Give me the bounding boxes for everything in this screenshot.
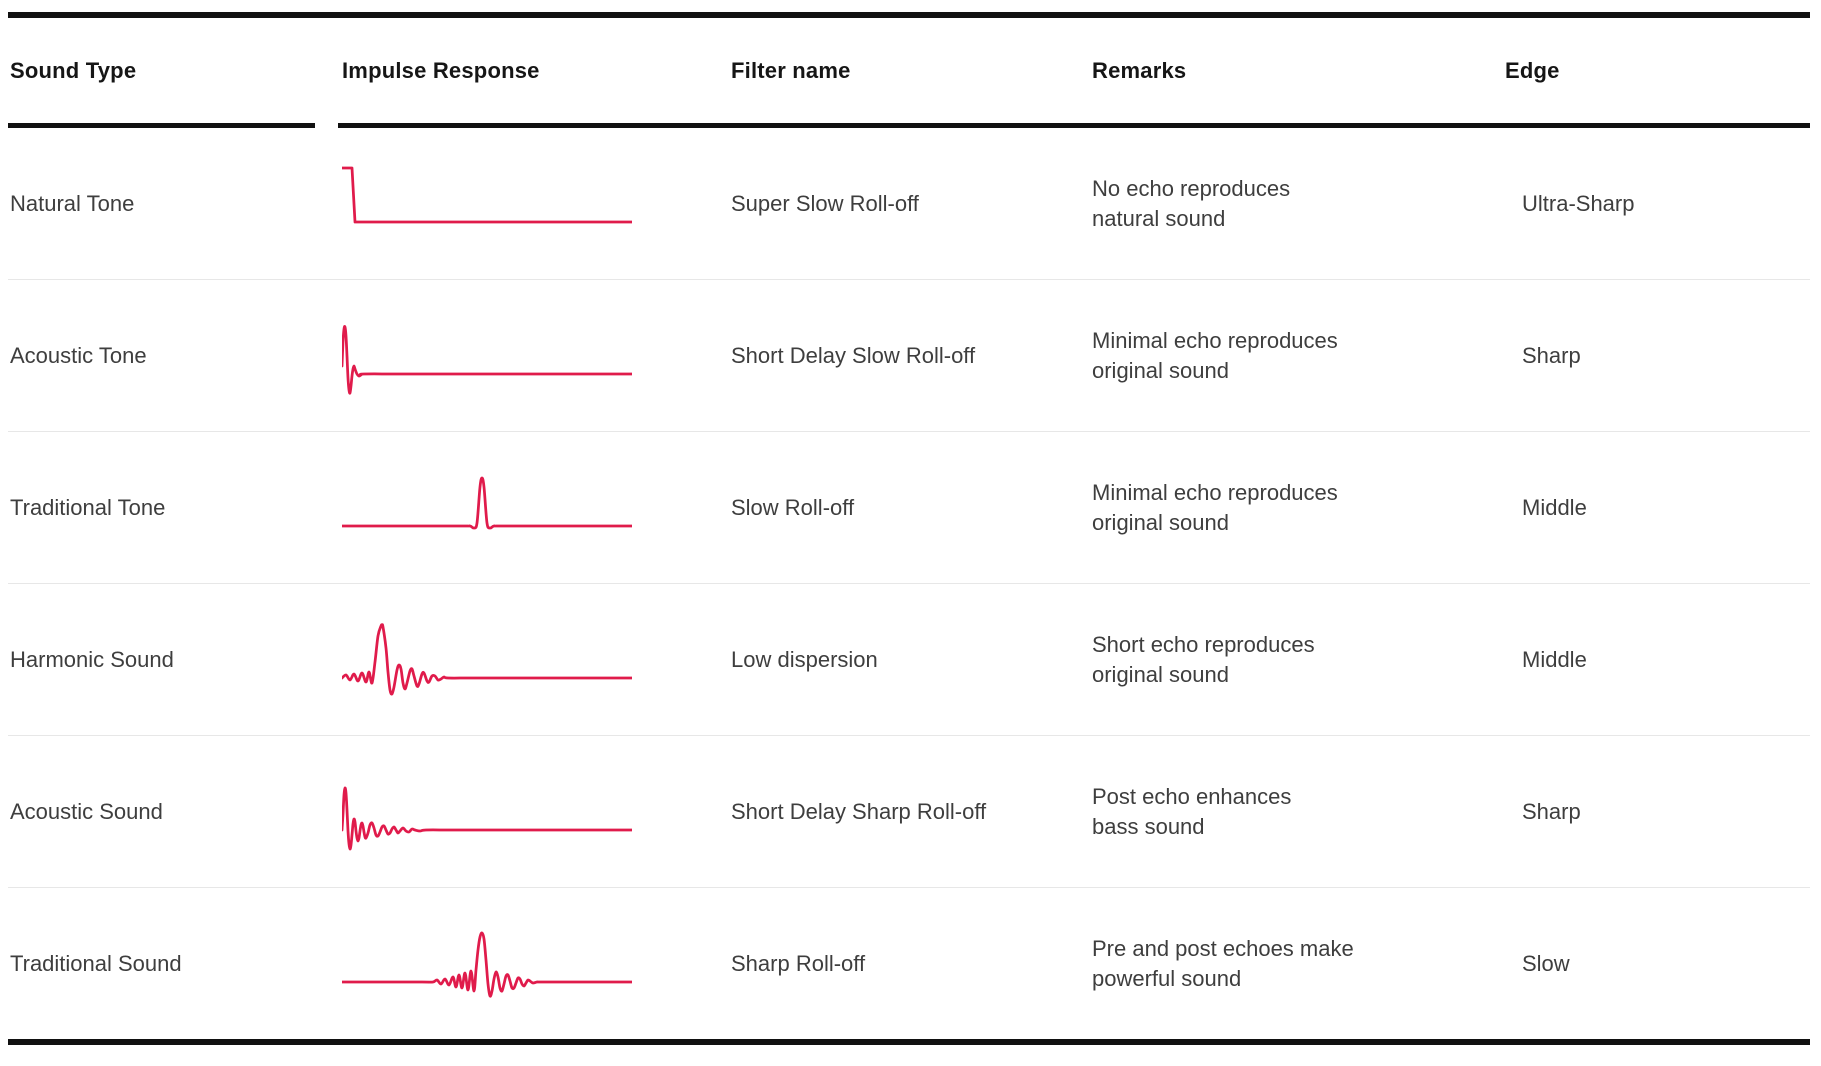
step-response-icon — [342, 166, 632, 224]
table-row: Acoustic Sound Short Delay Sharp Roll-of… — [8, 735, 1810, 887]
remarks-cell: Minimal echo reproduces original sound — [1092, 327, 1338, 383]
leading-spike-short-ring-icon — [342, 325, 632, 395]
symmetric-sinc-spike-icon — [342, 931, 632, 998]
sound-type-cell: Traditional Tone — [10, 494, 166, 520]
remarks-cell: Minimal echo reproduces original sound — [1092, 479, 1338, 535]
spike-post-ringing-icon — [342, 623, 632, 696]
table-row: Natural Tone Super Slow Roll-off No echo… — [8, 128, 1810, 279]
filter-name-cell: Short Delay Sharp Roll-off — [731, 798, 987, 824]
table-body: Natural Tone Super Slow Roll-off No echo… — [8, 128, 1810, 1039]
filter-name-cell: Super Slow Roll-off — [731, 190, 919, 216]
impulse-response-cell — [342, 128, 731, 279]
sound-type-cell: Acoustic Tone — [10, 342, 147, 368]
sound-type-cell: Acoustic Sound — [10, 798, 163, 824]
impulse-response-cell — [342, 280, 731, 431]
edge-cell: Ultra-Sharp — [1522, 190, 1635, 216]
filter-name-cell: Sharp Roll-off — [731, 950, 866, 976]
impulse-response-cell — [342, 736, 731, 887]
remarks-cell: Pre and post echoes make powerful sound — [1092, 935, 1354, 991]
sound-type-cell: Natural Tone — [10, 190, 135, 216]
column-header-impulse-response: Impulse Response — [342, 57, 540, 83]
table-row: Harmonic Sound Low dispersion Short echo… — [8, 583, 1810, 735]
filter-name-cell: Low dispersion — [731, 646, 878, 672]
edge-cell: Middle — [1522, 646, 1587, 672]
table-row: Acoustic Tone Short Delay Slow Roll-off … — [8, 279, 1810, 431]
column-header-edge: Edge — [1505, 57, 1560, 83]
table-row: Traditional Sound Sharp Roll-off Pre and… — [8, 887, 1810, 1039]
table-row: Traditional Tone Slow Roll-off Minimal e… — [8, 431, 1810, 583]
leading-spike-decay-ringing-icon — [342, 786, 632, 851]
header-columns-group: Impulse Response Filter name Remarks Edg… — [338, 18, 1810, 128]
remarks-cell: Post echo enhances bass sound — [1092, 783, 1292, 839]
filter-name-cell: Short Delay Slow Roll-off — [731, 342, 976, 368]
edge-cell: Sharp — [1522, 342, 1581, 368]
impulse-response-cell — [342, 432, 731, 583]
impulse-response-table: Sound Type Impulse Response Filter name … — [8, 12, 1810, 1045]
impulse-response-cell — [342, 584, 731, 735]
filter-name-cell: Slow Roll-off — [731, 494, 855, 520]
remarks-cell: No echo reproduces natural sound — [1092, 175, 1291, 231]
table-header-row: Sound Type Impulse Response Filter name … — [8, 18, 1810, 128]
column-header-remarks: Remarks — [1092, 57, 1187, 83]
header-underline-gap — [315, 18, 338, 128]
centered-spike-icon — [342, 476, 632, 530]
sound-type-cell: Harmonic Sound — [10, 646, 174, 672]
impulse-response-cell — [342, 888, 731, 1039]
edge-cell: Sharp — [1522, 798, 1581, 824]
sound-type-cell: Traditional Sound — [10, 950, 182, 976]
edge-cell: Slow — [1522, 950, 1570, 976]
remarks-cell: Short echo reproduces original sound — [1092, 631, 1315, 687]
column-header-filter-name: Filter name — [731, 57, 851, 83]
edge-cell: Middle — [1522, 494, 1587, 520]
column-header-sound-type: Sound Type — [8, 18, 315, 128]
